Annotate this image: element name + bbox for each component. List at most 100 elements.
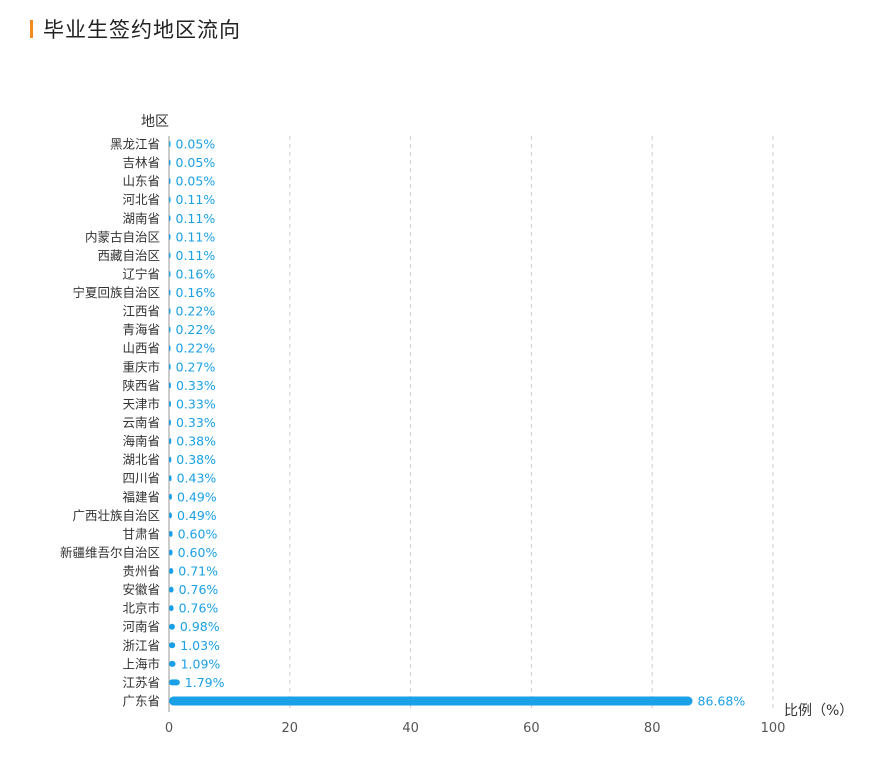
x-tick-labels: 0 20 40 60 80 100 <box>165 721 786 736</box>
value-label: 0.22% <box>176 341 216 356</box>
bar <box>169 400 171 407</box>
value-label: 0.16% <box>176 266 216 281</box>
bar <box>169 252 171 259</box>
value-label: 0.11% <box>176 192 216 207</box>
category-label: 青海省 <box>122 322 160 337</box>
bar <box>169 696 693 706</box>
bar <box>169 530 173 537</box>
category-label: 辽宁省 <box>122 266 160 281</box>
category-label: 广东省 <box>122 694 160 709</box>
bar <box>169 270 171 277</box>
bar <box>169 660 176 667</box>
bar <box>169 605 174 612</box>
chart-title: 毕业生签约地区流向 <box>43 18 241 42</box>
bar <box>169 419 171 426</box>
bar <box>169 345 171 352</box>
value-label: 0.11% <box>176 248 216 263</box>
category-labels: 黑龙江省吉林省山东省河北省湖南省内蒙古自治区西藏自治区辽宁省宁夏回族自治区江西省… <box>60 137 160 709</box>
x-axis-title: 比例（%） <box>784 703 853 719</box>
value-label: 0.60% <box>178 526 218 541</box>
value-labels: 0.05% 0.05% 0.05% 0.11% 0.11% 0.11% 0.11% 0.16%… <box>176 137 746 709</box>
value-label: 0.38% <box>176 452 216 467</box>
bar <box>169 233 171 240</box>
value-label: 86.68% <box>698 694 746 709</box>
category-label: 广西壮族自治区 <box>72 508 160 523</box>
value-label: 0.33% <box>176 415 216 430</box>
chart-header: 毕业生签约地区流向 <box>30 14 241 44</box>
category-label: 山西省 <box>122 341 160 356</box>
value-label: 0.43% <box>177 471 217 486</box>
value-label: 0.05% <box>176 155 216 170</box>
bar <box>169 475 172 482</box>
value-label: 0.16% <box>176 285 216 300</box>
category-label: 浙江省 <box>122 638 160 653</box>
bar <box>169 308 171 315</box>
value-label: 0.27% <box>176 359 216 374</box>
category-label: 湖北省 <box>122 452 160 467</box>
category-label: 河北省 <box>122 192 160 207</box>
category-label: 福建省 <box>122 489 160 504</box>
category-label: 四川省 <box>122 471 160 486</box>
bar <box>169 382 171 389</box>
value-label: 0.76% <box>179 582 219 597</box>
category-label: 内蒙古自治区 <box>85 229 160 244</box>
x-tick-label: 60 <box>523 721 540 736</box>
value-label: 0.49% <box>177 508 217 523</box>
category-label: 重庆市 <box>122 359 160 374</box>
x-tick-label: 0 <box>165 721 173 736</box>
value-label: 0.05% <box>176 174 216 189</box>
category-label: 宁夏回族自治区 <box>72 285 160 300</box>
value-label: 0.22% <box>176 304 216 319</box>
bar <box>169 159 171 166</box>
value-label: 0.33% <box>176 378 216 393</box>
category-label: 黑龙江省 <box>110 137 160 152</box>
bars <box>169 141 693 706</box>
bar <box>169 326 171 333</box>
bar <box>169 623 175 630</box>
category-label: 海南省 <box>122 434 160 449</box>
category-label: 江苏省 <box>122 675 160 690</box>
category-label: 天津市 <box>122 396 160 411</box>
category-label: 安徽省 <box>122 582 160 597</box>
bar <box>169 456 172 463</box>
value-label: 0.11% <box>176 229 216 244</box>
category-label: 河南省 <box>122 619 160 634</box>
bar <box>169 215 171 222</box>
category-label: 上海市 <box>122 656 160 671</box>
bar <box>169 549 173 556</box>
value-label: 0.49% <box>177 489 217 504</box>
value-label: 0.60% <box>178 545 218 560</box>
bar <box>169 586 174 593</box>
grid-lines <box>289 136 774 712</box>
category-label: 江西省 <box>122 304 160 319</box>
bar <box>169 178 171 185</box>
value-label: 1.09% <box>181 656 221 671</box>
x-tick-label: 80 <box>644 721 661 736</box>
bar <box>169 196 171 203</box>
category-label: 陕西省 <box>122 378 160 393</box>
value-label: 1.03% <box>180 638 220 653</box>
value-label: 1.79% <box>185 675 225 690</box>
bar <box>169 289 171 296</box>
bar <box>169 141 171 147</box>
category-label: 北京市 <box>122 601 160 616</box>
value-label: 0.05% <box>176 137 216 152</box>
bar <box>169 642 176 649</box>
category-label: 贵州省 <box>122 564 160 579</box>
value-label: 0.71% <box>178 564 218 579</box>
y-axis-title: 地区 <box>141 114 169 130</box>
x-tick-label: 40 <box>402 721 419 736</box>
bar <box>169 679 180 686</box>
bar <box>169 363 171 370</box>
category-label: 甘肃省 <box>122 526 160 541</box>
x-tick-label: 20 <box>282 721 299 736</box>
value-label: 0.33% <box>176 396 216 411</box>
category-label: 西藏自治区 <box>97 248 160 263</box>
value-label: 0.22% <box>176 322 216 337</box>
x-tick-label: 100 <box>761 721 786 736</box>
value-label: 0.38% <box>176 434 216 449</box>
value-label: 0.11% <box>176 211 216 226</box>
category-label: 湖南省 <box>122 211 160 226</box>
category-label: 新疆维吾尔自治区 <box>60 545 160 560</box>
